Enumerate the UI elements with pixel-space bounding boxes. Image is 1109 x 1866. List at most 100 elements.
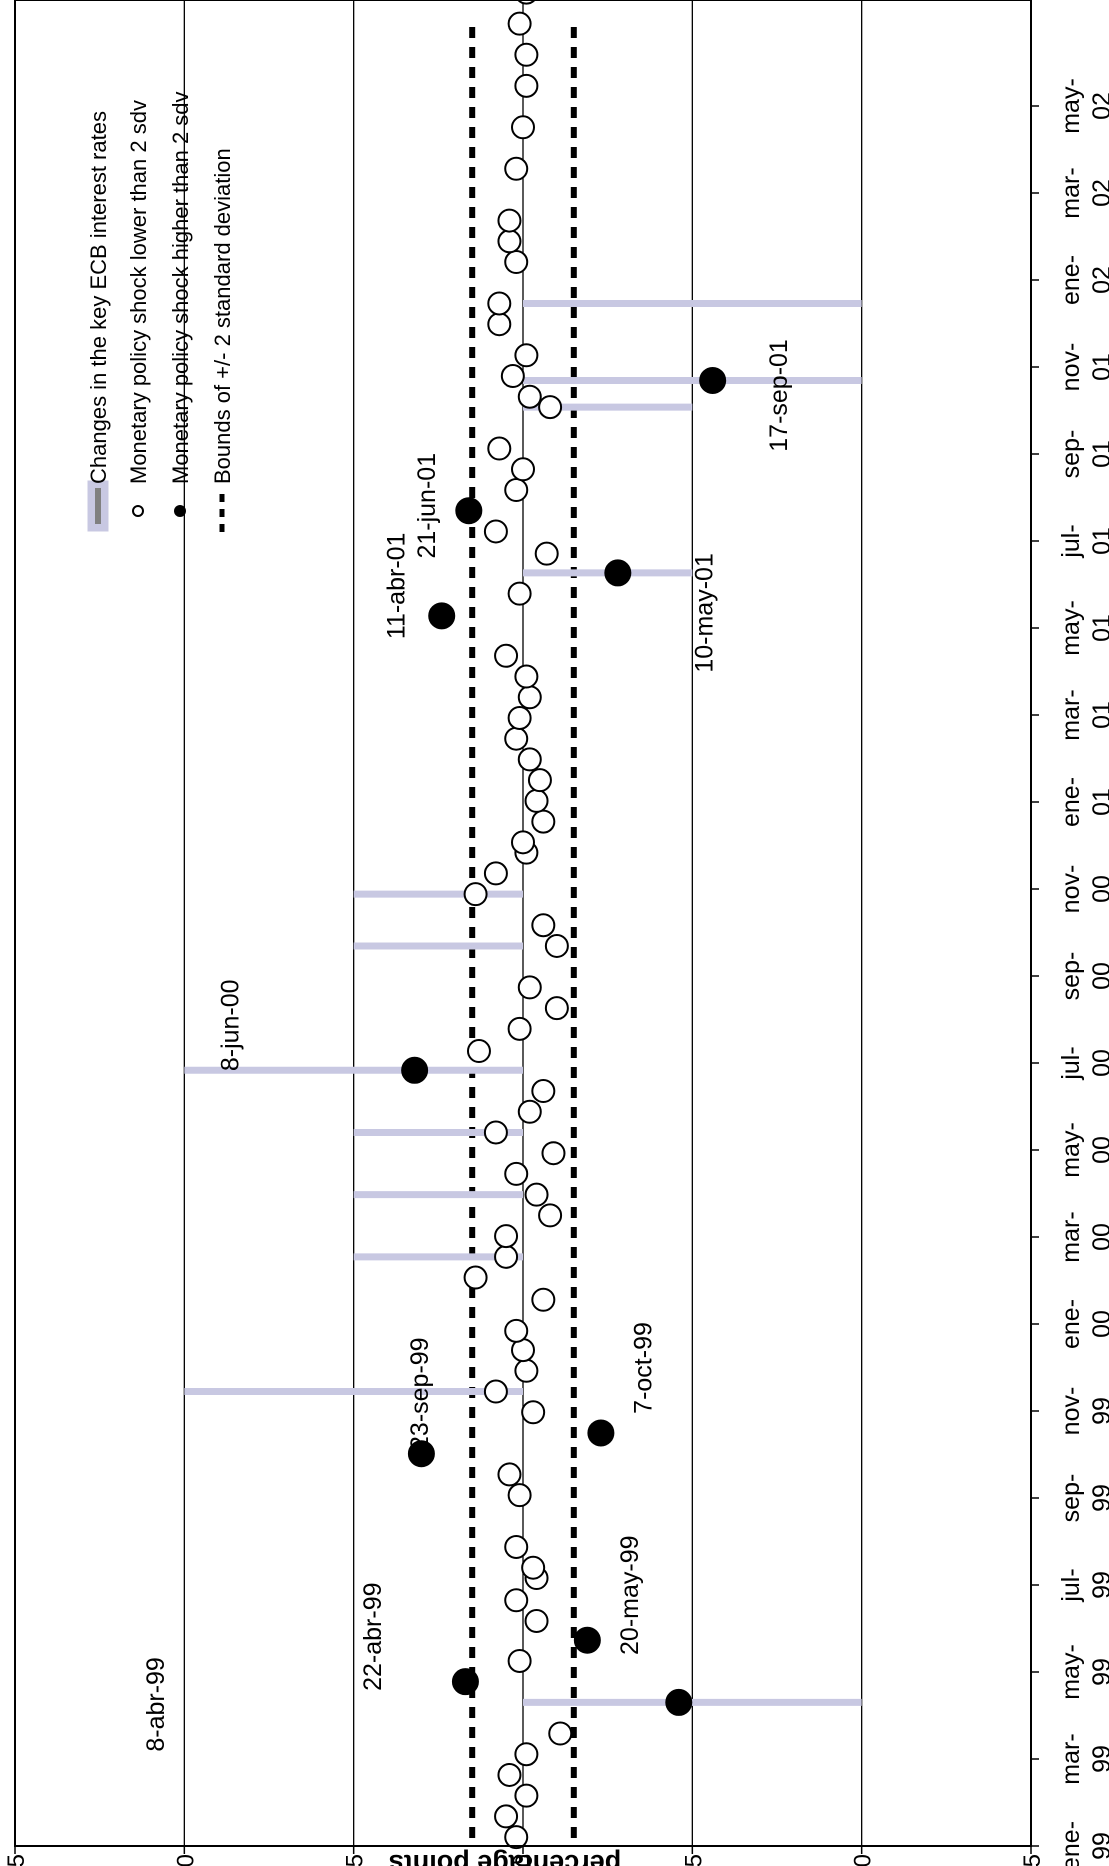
shock-below-point — [483, 861, 508, 886]
shock-below-point — [463, 882, 488, 907]
value-tick-label: 0.75 — [3, 1854, 30, 1866]
legend-label: Monetary policy shock lower than 2 sdv — [126, 100, 151, 484]
date-tick-label-line: 99 — [1088, 1484, 1109, 1512]
shock-below-point — [524, 1182, 549, 1207]
shock-below-point — [514, 1358, 539, 1383]
date-tick-label-line: nov- — [1057, 343, 1085, 392]
shock-below-point — [531, 809, 556, 834]
date-tick-label-line: mar- — [1057, 167, 1085, 218]
shock-below-point — [541, 1141, 566, 1166]
date-tick-label-line: mar- — [1057, 1733, 1085, 1784]
shock-points — [401, 0, 727, 1850]
shock-below-point — [517, 1099, 542, 1124]
shock-below-point — [497, 1762, 522, 1787]
shock-below-point — [514, 1742, 539, 1767]
value-tick-label: -0.75 — [1019, 1854, 1046, 1866]
shock-below-point — [514, 664, 539, 689]
date-tick-label-line: ene- — [1057, 777, 1085, 827]
point-labels: 8-abr-99 22-abr-99 20-may-99 23-sep-99 7-oct… — [142, 339, 793, 1751]
shock-below-point — [527, 768, 552, 793]
shock-below-point — [534, 541, 559, 566]
date-tick-label: sep- 01 — [1057, 430, 1109, 479]
date-tick-label-line: jul- — [1057, 1568, 1085, 1602]
shock-above-point — [401, 1056, 429, 1084]
date-tick-label-line: ene- — [1057, 1299, 1085, 1349]
shock-date-label: 11-abr-01 — [382, 533, 410, 640]
shock-below-point — [514, 42, 539, 67]
shock-below-point — [538, 395, 563, 420]
shock-above-point — [451, 1668, 479, 1696]
shock-above-point — [604, 559, 632, 587]
shock-below-point — [497, 208, 522, 233]
date-tick-label-line: 99 — [1088, 1397, 1109, 1425]
date-tick-label: mar- 01 — [1057, 689, 1109, 740]
date-tick-label: ene- 01 — [1057, 777, 1109, 827]
value-tick-label: 0.25 — [342, 1854, 369, 1866]
date-tick-label: sep- 00 — [1057, 952, 1109, 1001]
shock-above-point — [587, 1419, 615, 1447]
date-tick-label-line: 99 — [1088, 1571, 1109, 1599]
shock-below-point — [504, 1588, 529, 1613]
shock-below-point — [538, 1203, 563, 1228]
date-tick-label-line: may- — [1057, 1122, 1085, 1178]
shock-below-point — [504, 1534, 529, 1559]
date-tick-label-line: ene- — [1057, 1821, 1085, 1866]
date-tick-label: may- 99 — [1057, 1644, 1109, 1700]
legend-filled-circle — [174, 505, 186, 517]
date-tick-label-line: 00 — [1088, 1049, 1109, 1077]
shock-below-point — [524, 1608, 549, 1633]
date-tick-label: mar- 00 — [1057, 1211, 1109, 1262]
shock-below-point — [497, 1462, 522, 1487]
shock-below-point — [544, 996, 569, 1021]
date-tick-label-line: 00 — [1088, 1310, 1109, 1338]
date-tick-label: may- 01 — [1057, 600, 1109, 656]
date-tick-label: ene- 02 — [1057, 255, 1109, 305]
shock-below-point — [487, 312, 512, 337]
axis-label: percentage points — [389, 1849, 622, 1866]
value-tick-label: 0.00 — [511, 1854, 538, 1866]
shock-above-point — [407, 1440, 435, 1468]
shock-below-point — [517, 384, 542, 409]
shock-date-label: 10-may-01 — [691, 553, 719, 673]
date-tick-label-line: 99 — [1088, 1745, 1109, 1773]
date-tick-label: may- 00 — [1057, 1122, 1109, 1178]
shock-below-point — [494, 1244, 519, 1269]
date-tick-label-line: 02 — [1088, 92, 1109, 120]
value-tick-label: 0.50 — [172, 1854, 199, 1866]
date-tick-label: may- 02 — [1057, 78, 1109, 134]
shock-below-point — [517, 747, 542, 772]
date-tick-label-line: ene- — [1057, 255, 1085, 305]
shock-below-point — [504, 1318, 529, 1343]
shock-above-point — [428, 602, 456, 630]
date-tick-label-line: 01 — [1088, 527, 1109, 555]
shock-date-label: 8-abr-99 — [142, 1657, 170, 1752]
date-tick-label-line: mar- — [1057, 689, 1085, 740]
date-tick-label: sep- 99 — [1057, 1474, 1109, 1523]
shock-below-point — [487, 436, 512, 461]
shock-date-label: 7-oct-99 — [630, 1322, 658, 1414]
date-tick-label-line: sep- — [1057, 952, 1085, 1001]
shock-date-label: 8-jun-00 — [217, 979, 245, 1071]
shock-below-point — [517, 685, 542, 710]
shock-below-point — [497, 229, 522, 254]
shock-below-point — [504, 1825, 529, 1850]
shock-below-point — [507, 1483, 532, 1508]
value-tick-label: -0.50 — [850, 1854, 877, 1866]
shock-below-point — [531, 1287, 556, 1312]
date-tick-label-line: 01 — [1088, 701, 1109, 729]
date-tick-label-line: 01 — [1088, 353, 1109, 381]
shock-below-point — [514, 1783, 539, 1808]
legend-label: Bounds of +/- 2 standard deviation — [210, 148, 235, 484]
shock-above-point — [665, 1688, 693, 1716]
shock-below-point — [544, 933, 569, 958]
date-tick-label: ene- 00 — [1057, 1299, 1109, 1349]
shock-below-point — [531, 1079, 556, 1104]
shock-below-point — [483, 1379, 508, 1404]
shock-below-point — [504, 250, 529, 275]
shock-above-point — [573, 1626, 601, 1654]
date-tick-label-line: may- — [1057, 600, 1085, 656]
axis-ticks: 0.750.500.250.00-0.25-0.50-0.75ene-99mar… — [3, 78, 1109, 1866]
shock-below-point — [507, 1648, 532, 1673]
date-tick-label-line: 99 — [1088, 1832, 1109, 1860]
